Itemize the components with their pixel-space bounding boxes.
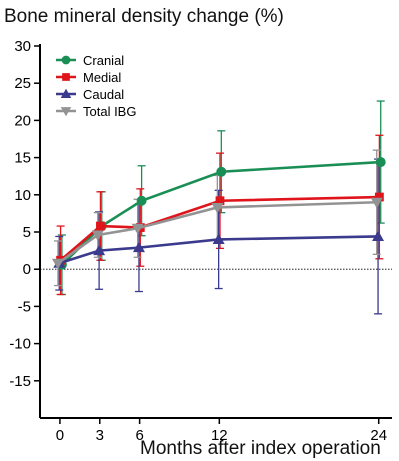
y-tick-label: 5 — [23, 224, 31, 241]
x-tick-label: 0 — [56, 427, 64, 444]
data-point-medial — [96, 221, 105, 231]
data-point-cranial — [375, 157, 386, 168]
data-point-caudal — [132, 241, 145, 253]
y-tick-label: 15 — [14, 150, 31, 167]
legend-marker — [61, 55, 71, 65]
y-tick-label: -10 — [9, 336, 31, 353]
data-point-total-ibg — [211, 202, 224, 214]
x-tick-label: 12 — [211, 427, 228, 444]
legend-marker — [60, 88, 72, 98]
legend-label: Medial — [83, 70, 121, 85]
data-point-total-ibg — [370, 197, 383, 209]
data-point-caudal — [212, 233, 225, 244]
legend-label: Cranial — [83, 53, 124, 68]
x-axis-label: Months after index operation — [140, 438, 381, 459]
y-tick-label: 0 — [23, 261, 31, 278]
data-point-cranial — [136, 195, 147, 206]
legend-marker — [62, 73, 70, 81]
data-point-medial — [215, 196, 225, 206]
y-tick-label: 25 — [14, 75, 31, 92]
y-tick-label: -5 — [18, 298, 31, 315]
data-point-caudal — [372, 230, 385, 241]
legend: Cranial Medial Caudal Total IBG — [56, 53, 136, 119]
y-tick-label: -15 — [9, 373, 31, 390]
x-tick-label: 3 — [96, 427, 104, 444]
y-tick-label: 30 — [14, 38, 31, 55]
data-point-caudal — [93, 244, 106, 256]
series-medial — [56, 134, 384, 296]
legend-label: Caudal — [83, 87, 124, 102]
y-tick-label: 10 — [14, 187, 31, 204]
x-tick-label: 6 — [135, 427, 143, 444]
x-tick-label: 24 — [370, 427, 387, 444]
data-point-cranial — [216, 166, 227, 177]
data-point-medial — [374, 192, 384, 202]
legend-marker — [60, 107, 72, 117]
data-point-total-ibg — [51, 258, 64, 270]
data-point-total-ibg — [131, 223, 144, 235]
data-point-total-ibg — [91, 230, 104, 241]
chart-title: Bone mineral density change (%) — [4, 6, 284, 27]
legend-label: Total IBG — [83, 104, 136, 119]
y-tick-label: 20 — [14, 112, 31, 129]
